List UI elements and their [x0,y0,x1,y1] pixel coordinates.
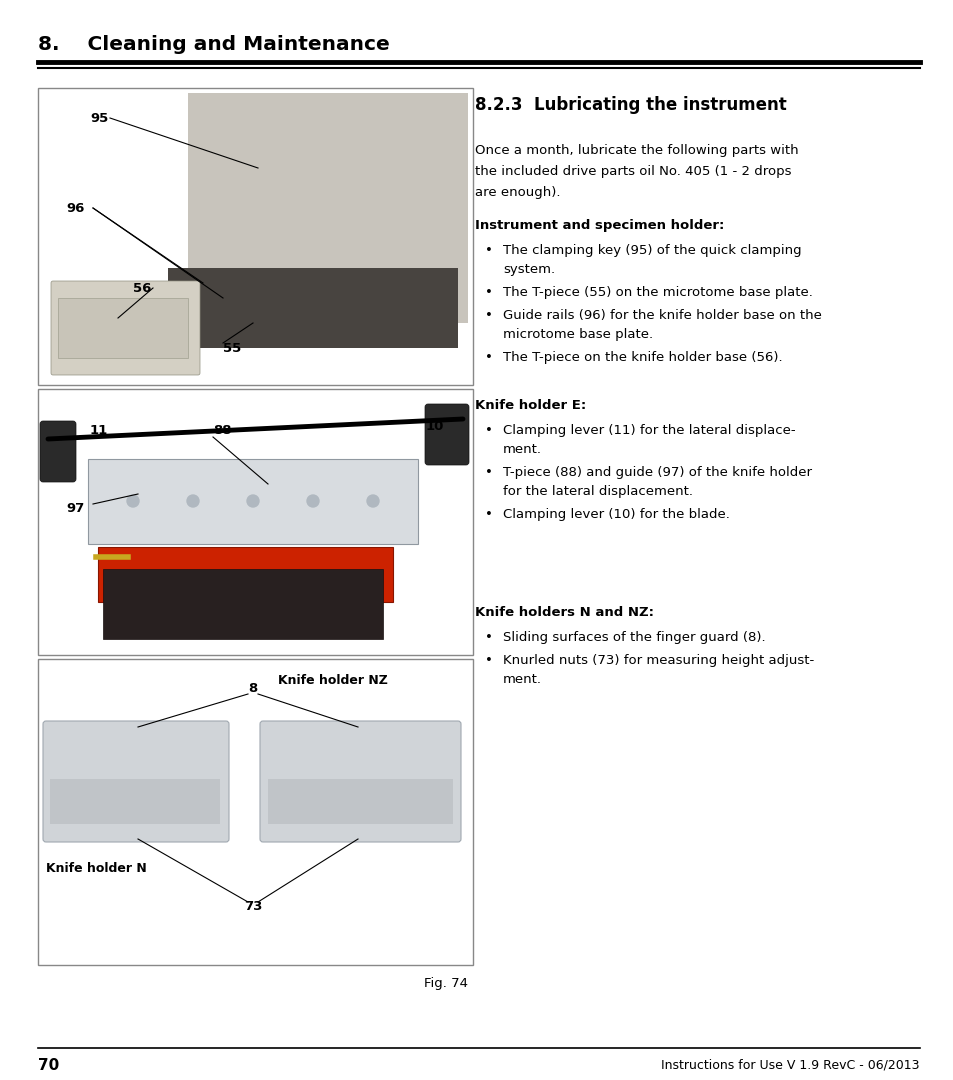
Text: The clamping key (95) of the quick clamping: The clamping key (95) of the quick clamp… [502,244,801,257]
Bar [268,779,453,824]
Text: 55: 55 [223,341,241,354]
Text: 70: 70 [38,1058,59,1074]
Text: 8.    Cleaning and Maintenance: 8. Cleaning and Maintenance [38,36,390,54]
Text: 10: 10 [426,420,444,433]
FancyBboxPatch shape [51,281,200,375]
Text: •: • [484,351,493,364]
Circle shape [127,495,139,507]
Text: Knife holder E:: Knife holder E: [475,399,586,411]
Text: •: • [484,465,493,480]
Text: Knife holders N and NZ:: Knife holders N and NZ: [475,606,654,619]
Text: ment.: ment. [502,673,541,686]
Text: Clamping lever (11) for the lateral displace-: Clamping lever (11) for the lateral disp… [502,424,795,437]
Text: 97: 97 [66,502,84,515]
Bar [38,389,473,654]
Text: 8.2.3  Lubricating the instrument: 8.2.3 Lubricating the instrument [475,96,786,114]
Circle shape [187,495,199,507]
Text: 88: 88 [213,424,232,437]
Text: Fig. 74: Fig. 74 [423,976,468,989]
Circle shape [307,495,318,507]
Text: Guide rails (96) for the knife holder base on the: Guide rails (96) for the knife holder ba… [502,309,821,322]
Bar [88,459,417,544]
Text: The T-piece on the knife holder base (56).: The T-piece on the knife holder base (56… [502,351,781,364]
Text: •: • [484,654,493,667]
Text: 73: 73 [244,901,262,914]
Text: 8: 8 [248,683,257,696]
Bar [168,268,457,348]
Text: T-piece (88) and guide (97) of the knife holder: T-piece (88) and guide (97) of the knife… [502,465,811,480]
Text: the included drive parts oil No. 405 (1 - 2 drops: the included drive parts oil No. 405 (1 … [475,165,791,178]
FancyBboxPatch shape [424,404,469,465]
Text: for the lateral displacement.: for the lateral displacement. [502,485,692,498]
Text: system.: system. [502,264,555,276]
Text: 96: 96 [66,202,84,215]
Text: •: • [484,244,493,257]
Text: Knurled nuts (73) for measuring height adjust-: Knurled nuts (73) for measuring height a… [502,654,814,667]
Text: Instructions for Use V 1.9 RevC - 06/2013: Instructions for Use V 1.9 RevC - 06/201… [660,1058,919,1071]
Bar [50,779,220,824]
Text: •: • [484,424,493,437]
Circle shape [367,495,378,507]
Bar [38,87,473,384]
Text: Knife holder N: Knife holder N [46,863,147,876]
Text: Clamping lever (10) for the blade.: Clamping lever (10) for the blade. [502,508,729,521]
Text: •: • [484,631,493,644]
Text: are enough).: are enough). [475,186,560,199]
Text: Instrument and specimen holder:: Instrument and specimen holder: [475,219,723,232]
Text: 95: 95 [90,111,108,124]
Text: ment.: ment. [502,443,541,456]
FancyBboxPatch shape [40,421,76,482]
Text: The T-piece (55) on the microtome base plate.: The T-piece (55) on the microtome base p… [502,286,812,299]
FancyBboxPatch shape [43,721,229,842]
Text: Knife holder NZ: Knife holder NZ [277,675,388,688]
Bar [188,93,468,323]
Bar [98,546,393,602]
Bar [58,298,188,357]
Text: 56: 56 [132,282,152,295]
Text: microtome base plate.: microtome base plate. [502,328,653,341]
Text: •: • [484,309,493,322]
Text: Sliding surfaces of the finger guard (8).: Sliding surfaces of the finger guard (8)… [502,631,765,644]
Text: 11: 11 [90,424,108,437]
Text: •: • [484,286,493,299]
Bar [38,659,473,966]
Circle shape [247,495,258,507]
Bar [103,569,382,639]
FancyBboxPatch shape [260,721,460,842]
Text: •: • [484,508,493,521]
Text: Once a month, lubricate the following parts with: Once a month, lubricate the following pa… [475,144,798,157]
